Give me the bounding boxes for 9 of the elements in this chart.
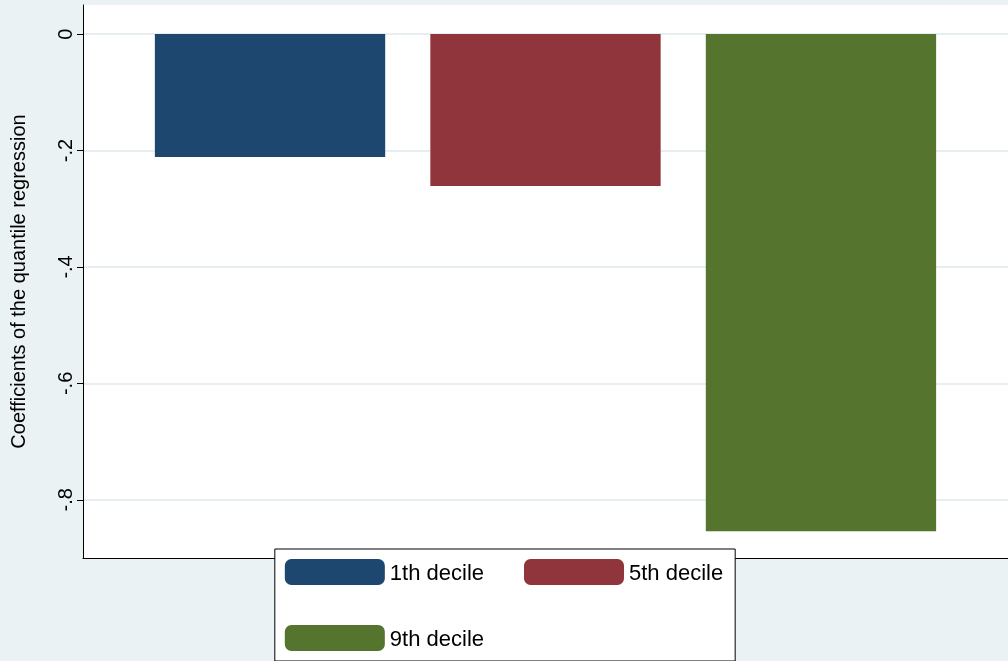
y-tick-label: -.6 [54,371,76,396]
y-tick-label: -.4 [54,255,76,279]
y-tick-label: -.8 [54,488,76,512]
y-tick-label: -.2 [54,138,76,163]
legend-label: 5th decile [629,559,724,585]
legend-label: 1th decile [389,559,485,585]
legend-label: 9th decile [389,625,485,651]
y-tick-label: 0 [54,28,76,40]
y-axis-title: Coefficients of the quantile regression [7,114,29,449]
